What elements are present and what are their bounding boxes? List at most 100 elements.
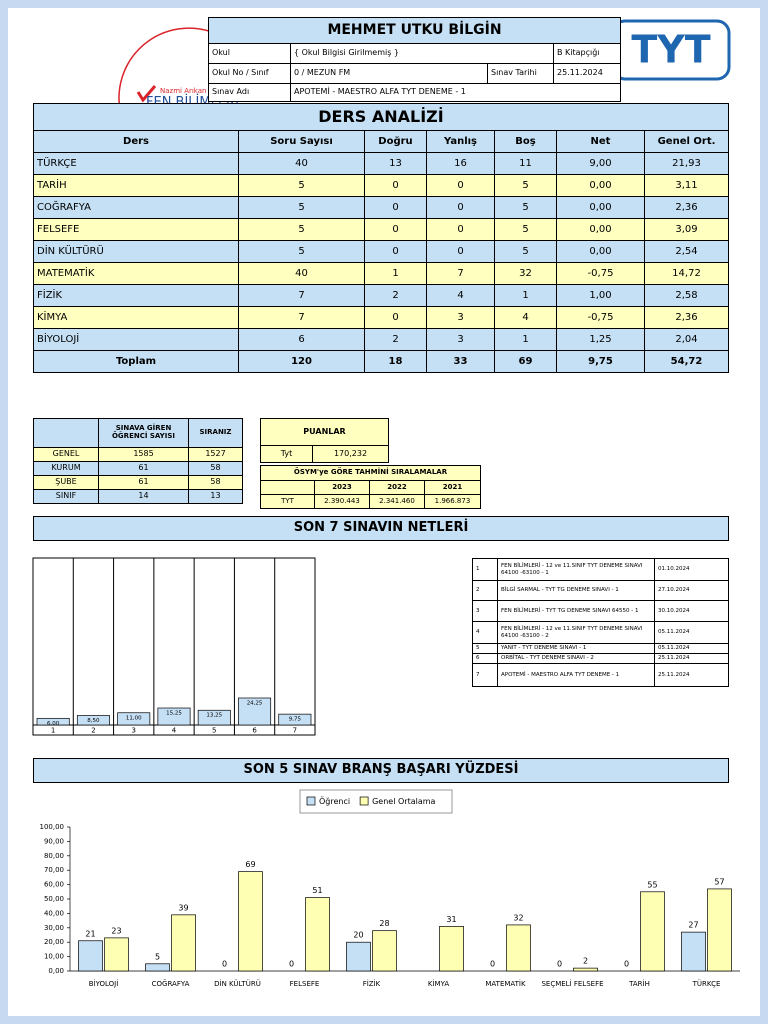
total-cell: 9,75: [556, 350, 645, 373]
subject-value: 7: [426, 262, 495, 285]
subject-value: 0: [364, 196, 427, 219]
subject-value: 1: [494, 328, 557, 351]
subject-value: 3,09: [644, 218, 729, 241]
subject-value: 4: [494, 306, 557, 329]
info-value: 0 / MEZUN FM: [290, 63, 488, 84]
brand-line1: Nazmi Arıkan: [160, 87, 206, 95]
subject-value: 2,58: [644, 284, 729, 307]
total-cell: 69: [494, 350, 557, 373]
subject-value: -0,75: [556, 306, 645, 329]
info-label: Okul No / Sınıf: [208, 63, 291, 84]
brand-arc: [118, 27, 213, 111]
column-header: Net: [556, 130, 645, 153]
exam-name: FEN BİLİMLERİ - 12 ve 11.SINIF TYT DENEM…: [497, 558, 655, 581]
subject-value: 5: [494, 174, 557, 197]
rank-value: 2.341.460: [369, 494, 425, 509]
section-title: ÖSYM'ye GÖRE TAHMİNİ SIRALAMALAR: [260, 465, 481, 481]
subject-value: 0: [364, 174, 427, 197]
subject-value: 5: [238, 196, 365, 219]
rank-cell: 58: [188, 461, 243, 476]
exam-name: FEN BİLİMLERİ - 12 ve 11.SINIF TYT DENEM…: [497, 621, 655, 644]
rank-cell: 13: [188, 489, 243, 504]
exam-no: 1: [472, 558, 498, 581]
subject-value: 5: [238, 174, 365, 197]
subject: TÜRKÇE: [33, 152, 239, 175]
subject-value: 5: [494, 218, 557, 241]
section-title: PUANLAR: [260, 418, 389, 446]
total-cell: 54,72: [644, 350, 729, 373]
exam-no: 4: [472, 621, 498, 644]
info-value: B Kitapçığı: [553, 43, 621, 64]
subject-value: 3: [426, 306, 495, 329]
year-header: 2021: [424, 480, 481, 495]
year-header: 2023: [314, 480, 370, 495]
subject-value: 6: [238, 328, 365, 351]
subject: FİZİK: [33, 284, 239, 307]
subject: COĞRAFYA: [33, 196, 239, 219]
exam-no: 2: [472, 580, 498, 601]
rank-cell: KURUM: [33, 461, 99, 476]
column-header: Genel Ort.: [644, 130, 729, 153]
info-value: { Okul Bilgisi Girilmemiş }: [290, 43, 554, 64]
rank-cell: 14: [98, 489, 189, 504]
subject-value: 1: [494, 284, 557, 307]
score-label: Tyt: [260, 445, 313, 463]
subject-value: 7: [238, 284, 365, 307]
subject-value: 7: [238, 306, 365, 329]
subject-value: 2,54: [644, 240, 729, 263]
subject-value: 0: [364, 306, 427, 329]
subject-value: 0,00: [556, 218, 645, 241]
column-header: SINAVA GİREN ÖĞRENCİ SAYISI: [98, 418, 189, 448]
column-header: Yanlış: [426, 130, 495, 153]
column-header: SIRANIZ: [188, 418, 243, 448]
column-header: Doğru: [364, 130, 427, 153]
subject-value: 0: [426, 196, 495, 219]
subject-value: 11: [494, 152, 557, 175]
subject-value: 5: [238, 218, 365, 241]
info-value: Sınav Tarihi: [487, 63, 554, 84]
subject-value: 0: [364, 218, 427, 241]
rank-cell: 61: [98, 461, 189, 476]
subject-value: 9,00: [556, 152, 645, 175]
score-value: 170,232: [312, 445, 389, 463]
subject-value: 4: [426, 284, 495, 307]
subject: TARİH: [33, 174, 239, 197]
subject: DİN KÜLTÜRÜ: [33, 240, 239, 263]
exam-name: FEN BİLİMLERİ - TYT TG DENEME SINAVI 645…: [497, 600, 655, 622]
exam-date: 01.10.2024: [654, 558, 729, 581]
blank-cell: [260, 480, 315, 495]
subject-value: 0,00: [556, 174, 645, 197]
rank-value: TYT: [260, 494, 315, 509]
year-header: 2022: [369, 480, 425, 495]
subject-value: 0: [426, 218, 495, 241]
exam-date: 05.11.2024: [654, 621, 729, 644]
rank-value: 2.390.443: [314, 494, 370, 509]
rank-value: 1.966.873: [424, 494, 481, 509]
subject-value: 2,36: [644, 196, 729, 219]
exam-date: 30.10.2024: [654, 600, 729, 622]
subject: FELSEFE: [33, 218, 239, 241]
total-cell: 18: [364, 350, 427, 373]
total-cell: 120: [238, 350, 365, 373]
column-header: Soru Sayısı: [238, 130, 365, 153]
subject-value: 5: [494, 196, 557, 219]
subject-value: 2: [364, 284, 427, 307]
subject-value: 40: [238, 262, 365, 285]
subject-value: 1: [364, 262, 427, 285]
subject-value: -0,75: [556, 262, 645, 285]
subject: MATEMATİK: [33, 262, 239, 285]
column-header: Ders: [33, 130, 239, 153]
rank-cell: 1527: [188, 447, 243, 462]
section-title: SON 7 SINAVIN NETLERİ: [33, 516, 729, 541]
blank-cell: [33, 418, 99, 448]
rank-cell: GENEL: [33, 447, 99, 462]
subject-value: 21,93: [644, 152, 729, 175]
info-label: Okul: [208, 43, 291, 64]
total-cell: 33: [426, 350, 495, 373]
exam-no: 7: [472, 663, 498, 687]
subject-value: 16: [426, 152, 495, 175]
subject-value: 2,36: [644, 306, 729, 329]
total-cell: Toplam: [33, 350, 239, 373]
